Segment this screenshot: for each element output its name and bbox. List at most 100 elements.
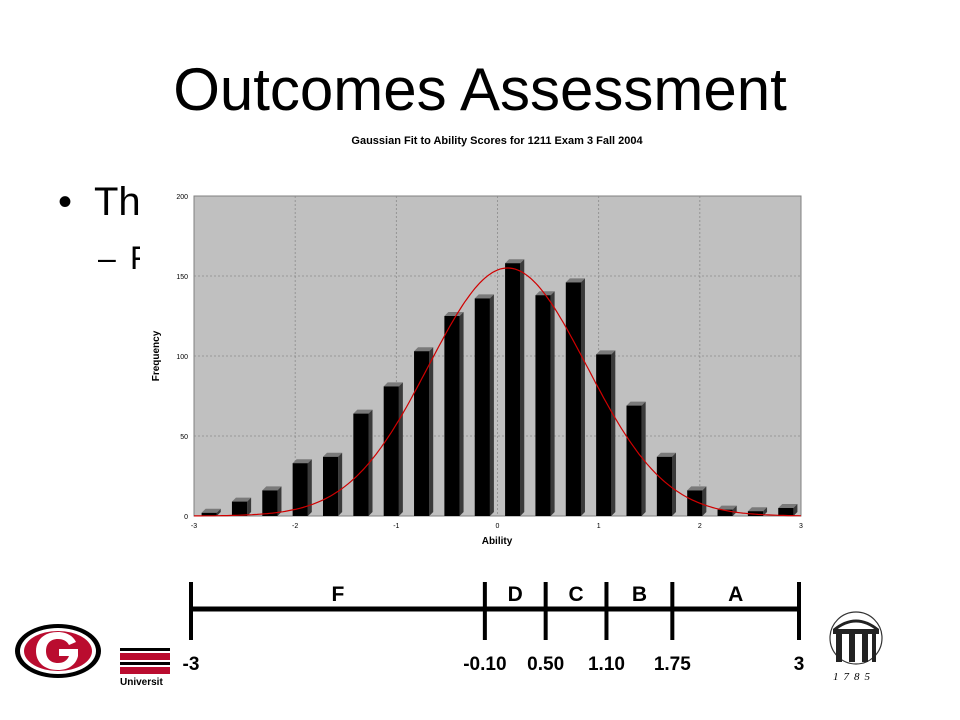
- y-axis-label: Frequency: [151, 330, 162, 381]
- histogram-bar: [687, 486, 707, 516]
- bar-top-face: [535, 291, 555, 296]
- y-tick-label: 100: [176, 354, 188, 361]
- bullet-level-1: • Th: [58, 178, 141, 226]
- x-tick-label: 0: [496, 523, 500, 530]
- bar-side-face: [793, 504, 798, 516]
- bar-front-face: [535, 295, 551, 516]
- bar-side-face: [520, 259, 525, 516]
- bullet-marker: •: [58, 180, 73, 224]
- histogram-bar: [474, 294, 494, 516]
- bar-side-face: [672, 452, 677, 516]
- x-tick-label: -1: [393, 523, 399, 530]
- bar-front-face: [262, 490, 278, 516]
- histogram-bar: [656, 452, 677, 516]
- bar-front-face: [383, 386, 399, 516]
- bar-front-face: [322, 456, 339, 516]
- grade-cutoff-label: 0.50: [527, 654, 564, 675]
- bar-front-face: [687, 490, 703, 516]
- grade-cutoff-label: 1.10: [588, 654, 625, 675]
- bar-top-face: [626, 401, 646, 406]
- bar-front-face: [201, 512, 217, 516]
- brand-stripes: [120, 648, 170, 674]
- bar-side-face: [368, 409, 373, 516]
- grade-letter-label: F: [332, 583, 345, 606]
- georgia-g-logo-icon: [15, 624, 101, 678]
- histogram-bar: [322, 452, 343, 516]
- grade-letter-label: B: [632, 583, 647, 606]
- gaussian-fit-curve: [194, 267, 802, 517]
- bar-side-face: [611, 350, 616, 516]
- bars: [201, 259, 798, 516]
- bar-top-face: [414, 347, 434, 352]
- bar-top-face: [322, 452, 343, 457]
- bar-side-face: [489, 294, 494, 516]
- histogram-bar: [353, 409, 373, 516]
- bar-side-face: [216, 508, 221, 516]
- histogram-bar: [414, 347, 434, 516]
- bar-top-face: [231, 497, 252, 502]
- bar-front-face: [474, 298, 490, 516]
- bar-front-face: [626, 405, 642, 516]
- histogram-bar: [231, 497, 252, 516]
- histogram-bar: [596, 350, 616, 516]
- bar-top-face: [292, 459, 312, 464]
- bar-side-face: [307, 459, 312, 516]
- histogram-svg: Gaussian Fit to Ability Scores for 1211 …: [151, 135, 803, 547]
- bar-side-face: [732, 505, 737, 516]
- histogram-bar: [565, 278, 585, 516]
- university-wordmark: Universit: [120, 677, 163, 688]
- bar-side-face: [247, 497, 252, 516]
- bar-side-face: [338, 452, 343, 516]
- bar-top-face: [778, 504, 798, 508]
- bar-top-face: [353, 409, 373, 414]
- bar-top-face: [687, 486, 707, 491]
- bar-front-face: [717, 509, 733, 516]
- bar-side-face: [277, 486, 282, 516]
- bar-top-face: [717, 505, 737, 510]
- x-tick-label: 1: [597, 523, 601, 530]
- x-tick-label: -3: [191, 523, 197, 530]
- histogram-bar: [201, 508, 221, 516]
- histogram-bar: [778, 504, 798, 516]
- bar-front-face: [505, 263, 521, 516]
- bar-top-face: [747, 507, 768, 512]
- grade-letter-label: C: [568, 583, 583, 606]
- bar-top-face: [505, 259, 525, 264]
- histogram-bar: [626, 401, 646, 516]
- bar-front-face: [292, 463, 308, 516]
- bar-top-face: [565, 278, 585, 283]
- bar-top-face: [201, 508, 221, 513]
- bar-side-face: [429, 347, 434, 516]
- y-tick-label: 150: [176, 274, 188, 281]
- histogram-bar: [292, 459, 312, 516]
- bar-front-face: [231, 501, 248, 516]
- histogram-bar: [444, 312, 464, 516]
- arch-seal-icon: [829, 611, 883, 665]
- y-tick-label: 0: [184, 514, 188, 521]
- histogram-bar: [383, 382, 403, 516]
- grade-scale: -3 -0.10 0.50 1.10 1.75 3 F D C B A: [183, 582, 804, 675]
- grade-cutoff-label: -3: [183, 654, 200, 675]
- bar-top-face: [656, 452, 677, 457]
- seal-year: 1785: [833, 671, 875, 683]
- grade-letter-label: D: [508, 583, 523, 606]
- y-tick-label: 50: [180, 434, 188, 441]
- grade-cutoff-label: -0.10: [463, 654, 506, 675]
- bar-top-face: [474, 294, 494, 299]
- histogram-bar: [717, 505, 737, 516]
- bar-side-face: [702, 486, 707, 516]
- grade-cutoff-label: 1.75: [654, 654, 691, 675]
- bar-front-face: [778, 508, 794, 516]
- histogram-bar: [505, 259, 525, 516]
- bar-top-face: [444, 312, 464, 316]
- bar-side-face: [763, 507, 768, 516]
- y-tick-label: 200: [176, 194, 188, 201]
- bar-top-face: [383, 382, 403, 387]
- grade-letter-label: A: [728, 583, 743, 606]
- bar-side-face: [641, 401, 646, 516]
- bar-top-face: [262, 486, 282, 491]
- x-tick-label: 3: [799, 523, 803, 530]
- bar-front-face: [656, 456, 673, 516]
- bar-side-face: [550, 291, 555, 516]
- chart-title: Gaussian Fit to Ability Scores for 1211 …: [351, 135, 643, 147]
